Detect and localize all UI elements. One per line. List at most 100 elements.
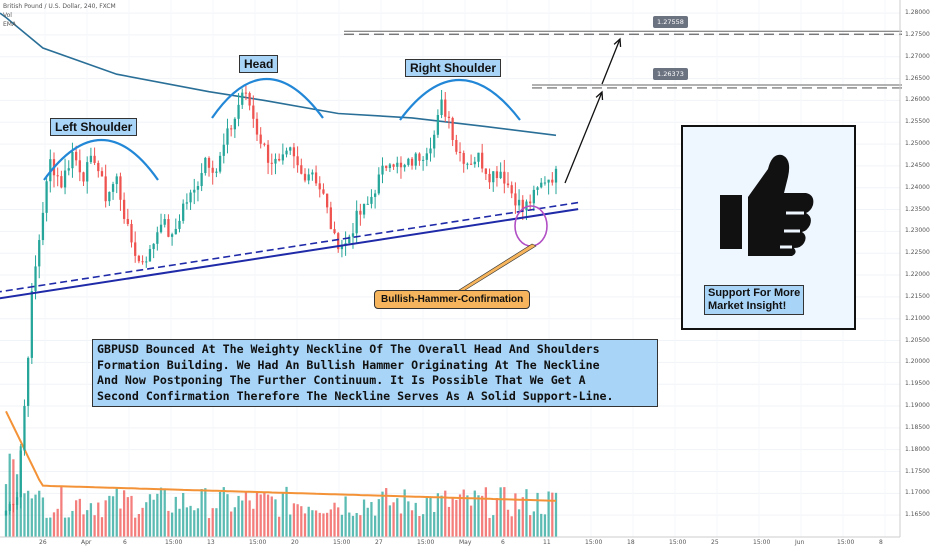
candle-body [484, 168, 488, 174]
volume-bar [204, 488, 207, 537]
candle-body [547, 179, 550, 183]
candle-body [152, 243, 155, 250]
symbol-title: British Pound / U.S. Dollar, 240, FXCM [3, 3, 116, 10]
candle-body [93, 155, 96, 163]
volume-bar [322, 513, 325, 537]
time-tick-label: 15:00 [753, 539, 771, 546]
volume-bar [78, 498, 81, 537]
callout-pointer [454, 243, 537, 293]
volume-bar [499, 487, 502, 537]
volume-bar [458, 494, 462, 537]
candle-body [429, 148, 432, 154]
volume-bar [152, 499, 155, 537]
candle-body [115, 176, 118, 185]
volume-bar [307, 506, 310, 537]
support-line-1: Support For More [708, 287, 801, 299]
candle-body [170, 234, 174, 237]
volume-bar [207, 518, 211, 537]
volume-bar [436, 493, 440, 537]
candle-body [241, 92, 244, 105]
volume-bar [466, 495, 469, 537]
volume-bar [241, 500, 244, 537]
support-line-2: Market Insight! [708, 300, 787, 312]
candle-body [385, 165, 388, 169]
candle-body [536, 187, 539, 190]
candle-body [174, 228, 177, 235]
candle-body [399, 162, 403, 168]
price-tick-label: 1.18000 [905, 445, 930, 453]
candle-body [104, 176, 107, 202]
time-tick-label: 15:00 [333, 539, 351, 546]
volume-bar [399, 513, 403, 537]
candle-body [233, 118, 236, 130]
candle-body [440, 99, 443, 116]
candle-body [274, 158, 277, 164]
volume-bar [447, 506, 451, 537]
volume-bar [130, 495, 133, 537]
candle-body [78, 160, 81, 173]
candle-body [488, 173, 491, 183]
candle-body [418, 153, 421, 161]
candle-body [108, 191, 111, 202]
time-tick-label: Apr [81, 539, 92, 546]
volume-bar [403, 489, 406, 537]
time-tick-label: 6 [501, 539, 505, 546]
time-tick-label: 15:00 [249, 539, 267, 546]
volume-bar [469, 505, 473, 537]
volume-bar [89, 503, 93, 537]
candle-body [278, 158, 281, 161]
candle-body [156, 232, 159, 244]
candle-body [458, 151, 462, 153]
volume-bar [211, 508, 214, 537]
volume-bar [392, 502, 395, 537]
volume-bar [492, 515, 495, 537]
time-tick-label: 15:00 [585, 539, 603, 546]
volume-bar [300, 506, 303, 537]
candle-body [167, 219, 170, 237]
volume-bar [27, 490, 30, 537]
volume-bar [159, 487, 163, 537]
volume-bar [418, 516, 421, 537]
price-tick-label: 1.24000 [905, 183, 930, 191]
volume-bar [167, 510, 170, 537]
volume-bar [278, 516, 281, 537]
volume-bar [462, 489, 465, 537]
volume-bar [174, 496, 177, 537]
candle-body [255, 118, 259, 135]
candle-body [410, 158, 414, 166]
candle-body [196, 186, 200, 190]
candle-body [370, 196, 373, 204]
volume-bar [82, 514, 85, 537]
price-tick-label: 1.17000 [905, 489, 930, 497]
volume-bar [12, 459, 15, 537]
volume-bar [451, 497, 454, 537]
candle-body [230, 128, 233, 130]
volume-bar [425, 498, 428, 537]
candle-body [285, 150, 288, 155]
candle-body [510, 185, 513, 194]
candle-body [514, 193, 517, 206]
candle-body [237, 104, 240, 119]
volume-bar [270, 496, 273, 537]
candle-body [337, 233, 340, 250]
volume-bar [170, 512, 174, 537]
candle-body [407, 158, 410, 165]
candle-body [100, 171, 104, 177]
price-tick-label: 1.18500 [905, 423, 930, 431]
candle-body [292, 147, 296, 157]
candle-body [281, 154, 284, 161]
candle-body [141, 261, 144, 263]
note-line: And Now Postponing The Further Continuum… [97, 373, 586, 387]
volume-bar [259, 494, 262, 537]
volume-bar [440, 495, 443, 537]
candle-body [111, 184, 115, 192]
candle-body [388, 164, 392, 169]
volume-bar [503, 487, 506, 537]
candle-body [218, 155, 222, 172]
note-line: Formation Building. We Had An Bullish Ha… [97, 357, 600, 372]
volume-bar [226, 494, 229, 537]
volume-bar [38, 490, 41, 537]
volume-bar [444, 490, 447, 537]
candle-body [322, 189, 325, 194]
price-tick-label: 1.20000 [905, 358, 930, 366]
